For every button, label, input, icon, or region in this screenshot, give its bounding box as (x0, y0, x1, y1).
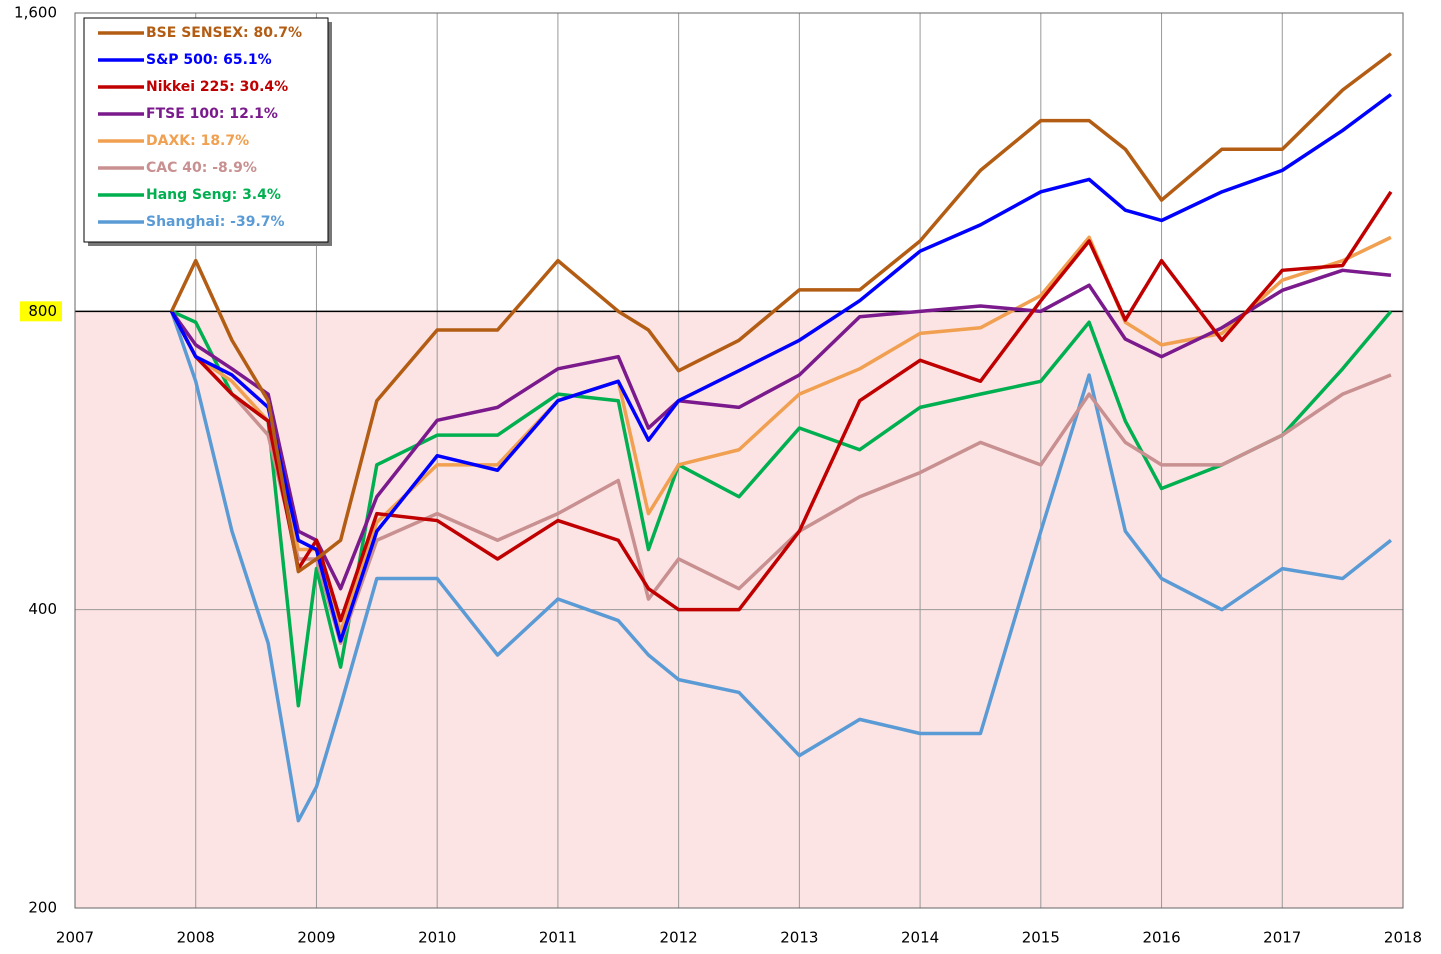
series-line (170, 93, 1392, 643)
legend: BSE SENSEX: 80.7% S&P 500: 65.1% Nikkei 22… (83, 17, 332, 246)
y-tick-label: 400 (28, 600, 57, 618)
x-tick-label: 2015 (1022, 929, 1060, 947)
legend-label: BSE SENSEX: 80.7% (146, 25, 302, 41)
y-tick-label: 800 (28, 302, 57, 320)
tick-highlight (20, 301, 62, 322)
legend-label: Shanghai: -39.7% (146, 214, 285, 230)
legend-label: FTSE 100: 12.1% (146, 106, 278, 122)
series-line (169, 310, 1393, 823)
series-line (170, 52, 1392, 574)
legend-label: DAXK: 18.7% (146, 133, 249, 149)
plot-frame (74, 12, 1404, 909)
legend-label: S&P 500: 65.1% (146, 52, 272, 68)
x-tick-label: 2011 (539, 929, 577, 947)
x-tick-label: 2014 (901, 929, 939, 947)
legend-box (83, 17, 329, 243)
x-tick-label: 2009 (297, 929, 335, 947)
x-tick-label: 2016 (1142, 929, 1180, 947)
y-tick-label: 200 (28, 899, 57, 917)
x-tick-label: 2010 (418, 929, 456, 947)
series-line (170, 235, 1392, 634)
x-tick-label: 2013 (780, 929, 818, 947)
x-tick-label: 2012 (660, 929, 698, 947)
x-tick-label: 2007 (56, 929, 94, 947)
legend-label: Nikkei 225: 30.4% (146, 79, 288, 95)
y-tick-label: 1,600 (14, 4, 57, 22)
legend-label: Hang Seng: 3.4% (146, 187, 281, 203)
legend-label: CAC 40: -8.9% (146, 160, 257, 176)
x-tick-label: 2008 (177, 929, 215, 947)
series-line (170, 190, 1393, 623)
x-tick-label: 2017 (1263, 929, 1301, 947)
x-tick-label: 2018 (1384, 929, 1422, 947)
